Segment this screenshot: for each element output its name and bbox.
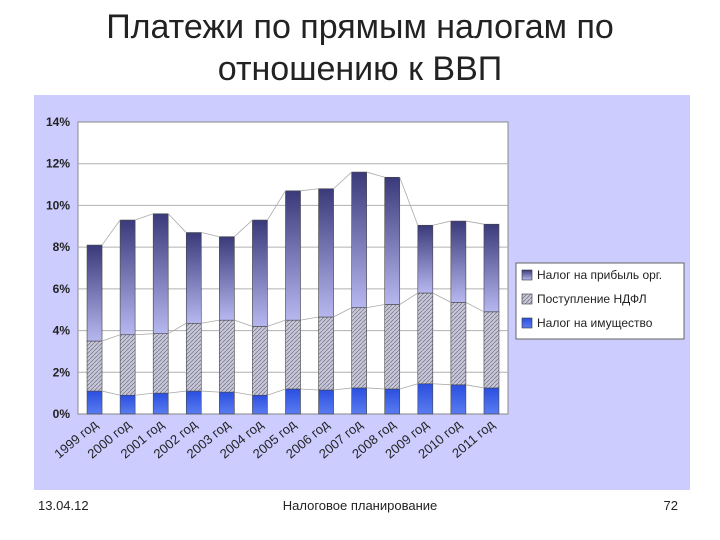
footer-title: Налоговое планирование bbox=[282, 498, 438, 513]
bar-segment bbox=[285, 319, 301, 390]
y-tick-label: 2% bbox=[53, 365, 71, 379]
bar-segment bbox=[417, 292, 434, 385]
series-connector bbox=[366, 171, 385, 178]
series-connector bbox=[101, 334, 121, 342]
bar-segment bbox=[417, 224, 434, 294]
bar-segment bbox=[318, 188, 334, 318]
y-tick-label: 6% bbox=[53, 282, 71, 296]
y-tick-label: 10% bbox=[46, 198, 70, 212]
bar-segment bbox=[152, 392, 169, 415]
y-tick-label: 14% bbox=[46, 115, 70, 129]
series-connector bbox=[333, 307, 352, 318]
bar-segment bbox=[185, 232, 202, 324]
bar-segment bbox=[450, 302, 467, 386]
series-connector bbox=[300, 316, 319, 321]
legend-swatch bbox=[521, 293, 533, 305]
bar-segment bbox=[318, 316, 334, 391]
series-connector bbox=[167, 213, 187, 233]
bar-segment bbox=[285, 190, 301, 321]
bar-segment bbox=[450, 220, 467, 303]
bar-segment bbox=[86, 340, 103, 392]
series-connector bbox=[234, 391, 253, 396]
bar-segment bbox=[384, 304, 401, 390]
bar-segment bbox=[119, 334, 136, 396]
series-connector bbox=[399, 383, 418, 390]
bar-segment bbox=[86, 244, 103, 342]
legend-label: Поступление НДФЛ bbox=[537, 292, 647, 306]
bar-segment bbox=[219, 319, 235, 393]
series-connector bbox=[267, 190, 286, 221]
bar-segment bbox=[285, 388, 301, 415]
bar-segment bbox=[219, 391, 235, 415]
series-connector bbox=[399, 177, 419, 226]
series-connector bbox=[101, 219, 121, 246]
bar-segment bbox=[119, 394, 136, 415]
legend-label: Налог на прибыль орг. bbox=[537, 268, 662, 282]
series-connector bbox=[432, 220, 451, 226]
bar-segment bbox=[483, 223, 500, 313]
bar-segment bbox=[252, 394, 268, 415]
bar-segment bbox=[86, 390, 103, 415]
legend-label: Налог на имущество bbox=[537, 316, 653, 330]
chart-panel: 0% 2% 4% 6% 8% 10% 12% 14% 1999 год 2000 год 2001 … bbox=[34, 95, 690, 490]
y-tick-label: 0% bbox=[53, 407, 71, 421]
bar-segment bbox=[483, 311, 500, 389]
series-connector bbox=[201, 390, 220, 393]
title-line-2: отношению к ВВП bbox=[217, 50, 503, 88]
series-connector bbox=[134, 213, 154, 221]
series-connector bbox=[267, 388, 286, 396]
y-tick-label: 8% bbox=[53, 240, 71, 254]
legend-box bbox=[515, 262, 685, 340]
bar-segment bbox=[318, 389, 334, 415]
page-number: 72 bbox=[663, 498, 678, 513]
series-connector bbox=[267, 319, 286, 327]
bar-segment bbox=[483, 387, 500, 415]
y-tick-label: 4% bbox=[53, 324, 71, 338]
legend-swatch bbox=[521, 317, 533, 329]
bar-segment bbox=[351, 307, 367, 389]
series-connector bbox=[465, 220, 485, 225]
series-connector bbox=[300, 188, 319, 192]
legend-swatch bbox=[521, 269, 533, 281]
series-connector bbox=[201, 319, 220, 324]
bar-segment bbox=[252, 219, 268, 327]
series-connector bbox=[135, 392, 154, 396]
bar-segment bbox=[384, 388, 401, 415]
series-connector bbox=[333, 171, 352, 190]
bar-segment bbox=[152, 333, 169, 394]
bar-segment bbox=[450, 384, 467, 415]
series-connector bbox=[234, 319, 253, 327]
bar-segment bbox=[185, 390, 202, 415]
series-connector bbox=[465, 302, 485, 313]
series-connector bbox=[465, 384, 485, 389]
series-connector bbox=[432, 292, 452, 303]
slide-title: Платежи по прямым налогам по отношению к… bbox=[0, 6, 720, 90]
series-connector bbox=[167, 322, 187, 335]
bar-segment bbox=[351, 171, 367, 308]
series-connector bbox=[333, 387, 352, 391]
series-connector bbox=[399, 292, 419, 305]
bar-segment bbox=[152, 213, 169, 335]
bar-segment bbox=[252, 326, 268, 396]
bar-segment bbox=[185, 322, 202, 392]
series-connector bbox=[201, 232, 220, 238]
footer-date: 13.04.12 bbox=[38, 498, 89, 513]
bar-segment bbox=[119, 219, 136, 336]
series-connector bbox=[168, 390, 187, 394]
series-connector bbox=[101, 390, 121, 396]
bar-segment bbox=[351, 387, 367, 415]
series-connector bbox=[366, 304, 385, 309]
series-connector bbox=[234, 219, 253, 238]
series-connector bbox=[300, 388, 319, 391]
bar-segment bbox=[384, 176, 401, 305]
bar-segment bbox=[219, 236, 235, 321]
bar-segment bbox=[417, 383, 434, 415]
series-connector bbox=[135, 333, 154, 336]
series-connector bbox=[366, 387, 385, 390]
y-tick-label: 12% bbox=[46, 157, 70, 171]
series-connector bbox=[432, 383, 451, 386]
title-line-1: Платежи по прямым налогам по bbox=[106, 8, 614, 46]
